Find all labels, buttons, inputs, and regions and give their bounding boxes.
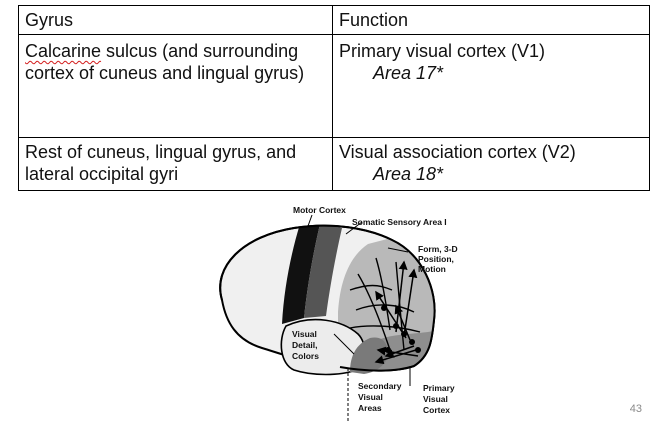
label-primary-line1: Primary (423, 383, 455, 393)
label-form-line1: Form, 3-D (418, 244, 458, 254)
label-visual-line2: Detail, (292, 340, 318, 350)
misspelled-term: Calcarine (25, 41, 102, 61)
temporal-occipital-region (350, 337, 389, 374)
function-cell: Visual association cortex (V2) Area 18* (332, 137, 650, 191)
brodmann-area: Area 18* (373, 164, 444, 184)
gyrus-cell: Calcarine sulcus (and surrounding cortex… (18, 34, 333, 138)
gyrus-cell: Rest of cuneus, lingual gyrus, and later… (18, 137, 333, 191)
table-row: Calcarine sulcus (and surrounding cortex… (18, 34, 650, 138)
pathway-nodes (381, 305, 421, 353)
gyrus-description: sulcus (and surrounding cortex of cuneus… (25, 41, 305, 83)
function-text: Visual association cortex (V2) (339, 142, 576, 162)
label-form-line3: Motion (418, 264, 446, 274)
motor-cortex-strip (282, 225, 320, 324)
pathway-arrows (374, 260, 419, 365)
label-primary-line2: Visual (423, 394, 448, 404)
table-header-row: Gyrus Function (18, 5, 650, 35)
label-secondary-line1: Secondary (358, 381, 402, 391)
table-row: Rest of cuneus, lingual gyrus, and later… (18, 137, 650, 191)
header-function: Function (332, 5, 650, 35)
label-secondary-line2: Visual (358, 392, 383, 402)
gyri-function-table: Gyrus Function Calcarine sulcus (and sur… (18, 5, 650, 191)
slide-number: 43 (629, 403, 642, 415)
label-visual-line3: Colors (292, 351, 319, 361)
label-primary-line3: Cortex (423, 405, 450, 415)
label-somatic-sensory: Somatic Sensory Area I (352, 217, 447, 227)
figure-labels: Motor Cortex Somatic Sensory Area I Form… (292, 205, 458, 415)
label-motor-cortex: Motor Cortex (293, 205, 346, 215)
function-text: Primary visual cortex (V1) (339, 41, 546, 61)
somatic-sensory-strip (304, 225, 342, 318)
header-gyrus: Gyrus (18, 5, 333, 35)
brodmann-area: Area 17* (373, 63, 444, 83)
brain-visual-areas-diagram: Motor Cortex Somatic Sensory Area I Form… (219, 205, 458, 421)
brain-outline-accent (219, 224, 436, 372)
label-secondary-line3: Areas (358, 403, 382, 413)
function-cell: Primary visual cortex (V1) Area 17* (332, 34, 650, 138)
label-form-line2: Position, (418, 254, 454, 264)
label-visual-line1: Visual (292, 329, 317, 339)
leader-lines (307, 214, 411, 421)
